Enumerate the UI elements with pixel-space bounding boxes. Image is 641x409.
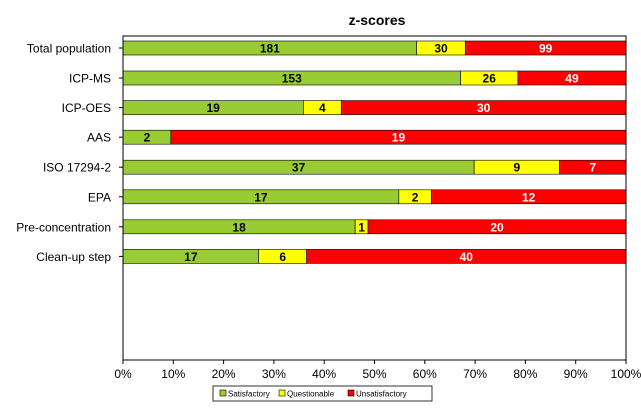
category-label-total-population: Total population <box>27 42 111 56</box>
category-label-icp-ms: ICP-MS <box>69 72 111 86</box>
x-tick-label-6: 60% <box>413 367 437 381</box>
x-tick-label-2: 20% <box>212 367 236 381</box>
category-label-aas: AAS <box>87 131 111 145</box>
legend: Satisfactory Questionable Unsatisfactory <box>212 385 433 402</box>
bars-layer: 1813099153264919430201937971721218120176… <box>122 40 627 264</box>
x-tick-label-3: 30% <box>262 367 286 381</box>
category-label-pre-concentration: Pre-concentration <box>16 220 111 234</box>
axes-layer: Total population ICP-MS ICP-OES AAS ISO 1729… <box>16 35 641 381</box>
data-label-unsatisfactory-total-population: 99 <box>539 42 553 56</box>
x-tick-label-10: 100% <box>611 367 641 381</box>
legend-label-questionable: Questionable <box>287 390 335 399</box>
category-label-epa: EPA <box>88 190 111 204</box>
x-tick-label-9: 90% <box>564 367 588 381</box>
data-label-satisfactory-clean-up-step: 17 <box>184 250 198 264</box>
data-label-unsatisfactory-iso-17294-2: 7 <box>589 161 596 175</box>
legend-swatch-satisfactory <box>219 389 227 397</box>
data-label-unsatisfactory-clean-up-step: 40 <box>460 250 474 264</box>
data-label-questionable-clean-up-step: 6 <box>279 250 286 264</box>
data-label-questionable-iso-17294-2: 9 <box>514 161 521 175</box>
data-label-satisfactory-iso-17294-2: 37 <box>292 161 306 175</box>
category-label-iso-17294-2: ISO 17294-2 <box>43 161 111 175</box>
legend-label-satisfactory: Satisfactory <box>228 390 270 399</box>
x-tick-label-0: 0% <box>114 367 132 381</box>
data-label-satisfactory-total-population: 181 <box>260 42 280 56</box>
data-label-unsatisfactory-epa: 12 <box>522 190 536 204</box>
data-label-satisfactory-pre-concentration: 18 <box>232 220 246 234</box>
data-label-unsatisfactory-aas: 19 <box>392 131 406 145</box>
x-tick-label-4: 40% <box>312 367 336 381</box>
legend-swatch-questionable <box>278 389 286 397</box>
category-label-clean-up-step: Clean-up step <box>36 250 111 264</box>
data-label-satisfactory-icp-oes: 19 <box>206 101 220 115</box>
x-tick-label-1: 10% <box>161 367 185 381</box>
data-label-satisfactory-epa: 17 <box>254 190 268 204</box>
legend-swatch-unsatisfactory <box>347 389 355 397</box>
x-tick-label-7: 70% <box>463 367 487 381</box>
data-label-unsatisfactory-icp-oes: 30 <box>477 101 491 115</box>
chart-title: z-scores <box>349 12 406 28</box>
data-label-satisfactory-aas: 2 <box>144 131 151 145</box>
x-tick-label-5: 50% <box>362 367 386 381</box>
data-label-satisfactory-icp-ms: 153 <box>282 72 302 86</box>
legend-box <box>212 385 433 402</box>
data-label-questionable-total-population: 30 <box>434 42 448 56</box>
data-label-unsatisfactory-pre-concentration: 20 <box>490 220 504 234</box>
data-label-questionable-epa: 2 <box>412 190 419 204</box>
legend-label-unsatisfactory: Unsatisfactory <box>356 390 407 399</box>
x-tick-label-8: 80% <box>513 367 537 381</box>
data-label-questionable-icp-ms: 26 <box>483 72 497 86</box>
data-label-questionable-icp-oes: 4 <box>319 101 326 115</box>
category-label-icp-oes: ICP-OES <box>62 101 111 115</box>
data-label-unsatisfactory-icp-ms: 49 <box>565 72 579 86</box>
data-label-questionable-pre-concentration: 1 <box>358 220 365 234</box>
